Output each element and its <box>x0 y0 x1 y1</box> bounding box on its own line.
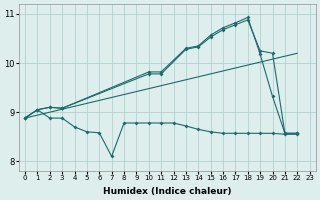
X-axis label: Humidex (Indice chaleur): Humidex (Indice chaleur) <box>103 187 232 196</box>
